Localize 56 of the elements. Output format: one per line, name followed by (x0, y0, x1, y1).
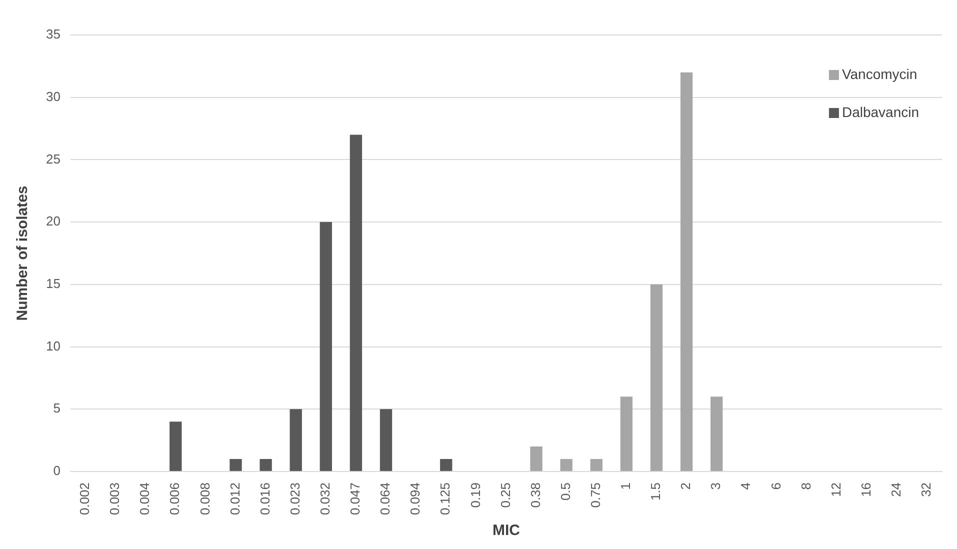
legend-label: Vancomycin (842, 66, 918, 82)
x-tick-label: 0.125 (438, 482, 453, 516)
bar (290, 409, 302, 471)
y-tick-label: 30 (46, 88, 60, 104)
y-tick-label: 35 (46, 26, 60, 42)
y-tick-label: 0 (53, 463, 60, 478)
bar (620, 396, 633, 471)
x-tick-label: 0.002 (77, 482, 92, 516)
y-tick-label: 15 (46, 276, 60, 291)
x-tick-label: 0.25 (498, 482, 513, 508)
bar (170, 422, 182, 471)
bar (380, 409, 392, 471)
x-tick-label: 0.38 (528, 482, 543, 508)
x-tick-label: 1 (618, 482, 634, 490)
x-tick-label: 1.5 (648, 482, 664, 501)
x-tick-label: 6 (768, 482, 784, 490)
y-tick-label: 5 (53, 400, 60, 416)
bar (440, 459, 452, 471)
x-tick-label: 8 (798, 482, 814, 490)
x-tick-label: 0.006 (167, 482, 182, 516)
x-tick-label: 0.064 (378, 482, 393, 516)
x-tick-label: 0.19 (468, 482, 483, 508)
x-tick-label: 0.5 (558, 482, 573, 501)
x-tick-label: 0.003 (107, 482, 122, 516)
y-axis-title: Number of isolates (14, 186, 32, 321)
legend-label: Dalbavancin (842, 104, 920, 120)
x-tick-label: 0.094 (408, 482, 423, 516)
bar (350, 134, 362, 471)
x-tick-label: 0.032 (317, 482, 332, 516)
x-tick-label: 12 (828, 482, 844, 497)
x-tick-label: 4 (738, 482, 754, 490)
x-tick-label: 0.047 (348, 482, 363, 516)
x-tick-label: 24 (888, 482, 904, 497)
x-tick-label: 2 (678, 482, 694, 490)
bar (680, 72, 693, 471)
bar (710, 396, 723, 471)
bar (650, 284, 663, 471)
bar (230, 459, 242, 471)
x-tick-label: 32 (918, 482, 934, 497)
x-tick-label: 3 (708, 482, 724, 490)
y-tick-label: 25 (46, 151, 60, 166)
x-tick-label: 0.004 (137, 482, 152, 516)
y-tick-label: 20 (46, 214, 60, 229)
x-tick-label: 0.008 (197, 482, 212, 516)
x-tick-label: 0.016 (257, 482, 272, 516)
bar (260, 459, 272, 471)
y-tick-label: 10 (46, 338, 60, 354)
x-axis-title: MIC (492, 522, 520, 540)
x-tick-label: 0.023 (287, 482, 302, 516)
x-tick-label: 16 (858, 482, 874, 497)
bar (560, 459, 572, 471)
x-tick-label: 0.012 (227, 482, 242, 516)
bar (530, 446, 542, 471)
bar (590, 459, 602, 471)
x-tick-label: 0.75 (588, 482, 603, 508)
bar (320, 222, 332, 471)
